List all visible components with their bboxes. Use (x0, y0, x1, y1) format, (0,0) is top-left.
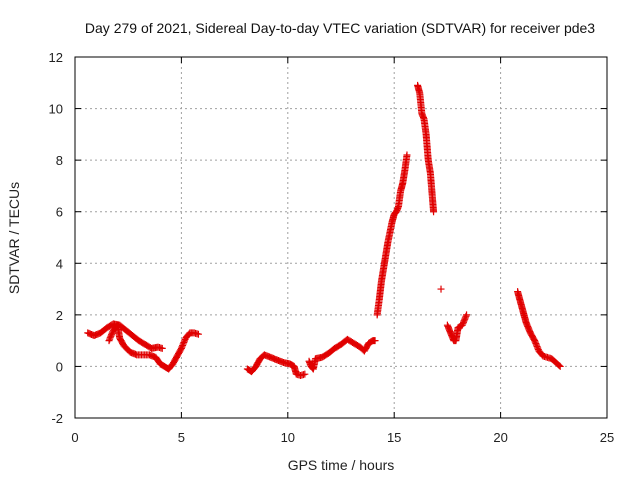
data-point (179, 340, 187, 348)
axis-ticks: 0 5 10 15 20 25 -2 0 2 4 6 8 10 12 (49, 50, 615, 445)
x-tick-label: 25 (600, 430, 614, 445)
data-point (458, 321, 466, 329)
data-point (534, 344, 542, 352)
x-axis-title: GPS time / hours (288, 457, 395, 473)
x-tick-label: 20 (493, 430, 507, 445)
data-point (105, 337, 113, 345)
grid (75, 57, 607, 418)
y-tick-label: 2 (56, 308, 63, 323)
y-tick-label: -2 (51, 411, 63, 426)
data-point (459, 320, 467, 328)
data-point (158, 344, 166, 352)
y-tick-label: 0 (56, 359, 63, 374)
chart-title: Day 279 of 2021, Sidereal Day-to-day VTE… (85, 20, 595, 36)
y-tick-label: 6 (56, 205, 63, 220)
data-point (107, 331, 115, 339)
y-tick-label: 4 (56, 256, 63, 271)
data-point (301, 370, 309, 378)
data-point (106, 335, 114, 343)
data-point (462, 312, 470, 320)
data-point (533, 343, 541, 351)
data-point (437, 285, 445, 293)
data-point (461, 315, 469, 323)
data-point (430, 208, 438, 216)
x-tick-label: 10 (281, 430, 295, 445)
data-point (108, 329, 116, 337)
data-point (532, 341, 540, 349)
data-point (555, 361, 563, 369)
y-tick-label: 10 (49, 102, 63, 117)
data-point (107, 332, 115, 340)
data-point (177, 344, 185, 352)
data-point (180, 338, 188, 346)
data-point (180, 337, 188, 345)
data-points (84, 81, 564, 379)
y-tick-label: 8 (56, 153, 63, 168)
data-point (463, 311, 471, 319)
data-point (556, 362, 564, 370)
x-tick-label: 5 (178, 430, 185, 445)
x-tick-label: 0 (71, 430, 78, 445)
data-point (106, 334, 114, 342)
x-tick-label: 15 (387, 430, 401, 445)
data-point (178, 343, 186, 351)
data-point (460, 317, 468, 325)
data-point (532, 340, 540, 348)
plot-frame (74, 56, 608, 419)
data-point (179, 341, 187, 349)
data-point (403, 151, 411, 159)
data-point (194, 330, 202, 338)
data-point (531, 337, 539, 345)
data-point (461, 314, 469, 322)
data-point (460, 318, 468, 326)
y-tick-label: 12 (49, 50, 63, 65)
data-point (531, 338, 539, 346)
data-point (371, 337, 379, 345)
y-axis-title: SDTVAR / TECUs (6, 182, 22, 294)
